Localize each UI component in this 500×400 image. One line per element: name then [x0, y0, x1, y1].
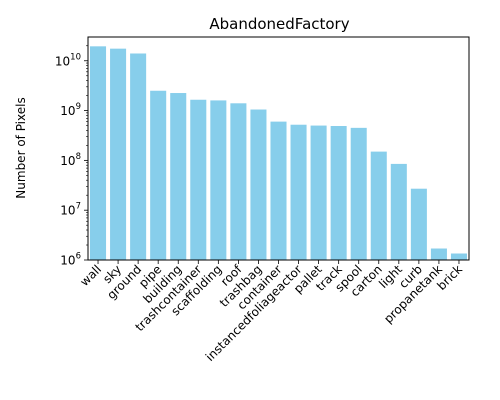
y-tick-label-1e9: 109 [60, 102, 81, 118]
bar-container [270, 121, 287, 261]
bar-instancedfoliageactor [290, 124, 307, 260]
bar-spool [350, 127, 367, 260]
bar-trashbag [250, 109, 267, 261]
y-ticks-group: 106 107 108 109 1010 [55, 45, 88, 268]
bar-track [330, 126, 347, 260]
y-tick-label-1e10: 1010 [55, 52, 81, 68]
bar-roof [230, 103, 247, 260]
bar-curb [410, 188, 427, 260]
bar-pipe [150, 90, 167, 260]
y-tick-label-1e7: 107 [60, 202, 81, 218]
y-tick-label-1e8: 108 [60, 152, 81, 168]
x-ticks-group: wallskygroundpipebuildingtrashcontainers… [77, 260, 465, 364]
bar-pallet [310, 125, 327, 260]
bar-scaffolding [210, 100, 227, 260]
plot-frame [87, 36, 470, 261]
bar-trashcontainer [190, 99, 207, 261]
bar-wall [90, 46, 107, 260]
chart-title: AbandonedFactory [209, 15, 349, 33]
bar-light [390, 163, 407, 260]
bar-ground [130, 53, 147, 260]
bars-group [90, 46, 467, 261]
bar-propanetank [430, 248, 447, 260]
y-axis-label: Number of Pixels [14, 97, 28, 198]
y-tick-label-1e6: 106 [60, 252, 81, 268]
bar-brick [450, 253, 467, 260]
bar-building [170, 93, 187, 260]
bar-sky [110, 48, 127, 260]
bar-carton [370, 151, 387, 260]
